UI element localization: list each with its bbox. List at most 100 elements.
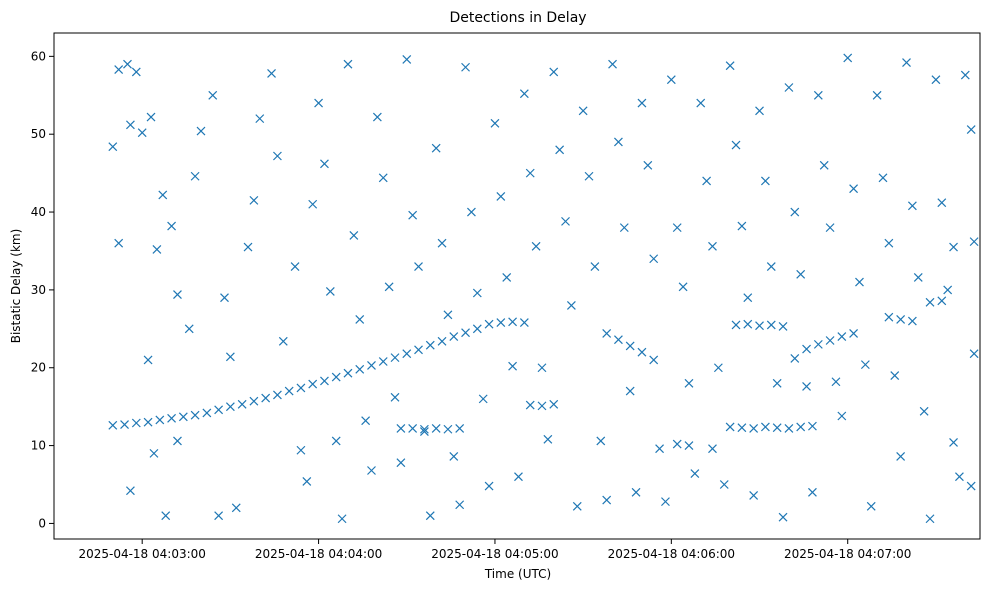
data-point xyxy=(860,360,870,370)
data-point xyxy=(296,445,306,455)
data-point xyxy=(355,315,365,324)
data-point xyxy=(578,106,588,116)
data-point xyxy=(896,452,906,461)
data-point xyxy=(202,408,212,418)
data-point xyxy=(537,363,547,373)
data-point xyxy=(108,142,118,152)
data-point xyxy=(173,436,182,446)
data-point xyxy=(866,501,876,511)
data-point xyxy=(143,355,153,365)
data-point xyxy=(414,262,423,271)
data-point xyxy=(572,501,582,511)
data-point xyxy=(449,452,459,461)
data-point xyxy=(367,466,376,475)
data-point xyxy=(813,339,823,349)
data-point xyxy=(196,126,206,136)
scatter-marks xyxy=(108,53,979,524)
data-point xyxy=(684,441,694,451)
data-point xyxy=(949,438,958,447)
data-point xyxy=(158,190,168,200)
data-point xyxy=(678,282,688,292)
data-point xyxy=(249,396,259,406)
data-point xyxy=(731,320,741,330)
data-point xyxy=(890,371,900,380)
data-point xyxy=(190,410,200,420)
data-point xyxy=(390,392,400,402)
data-point xyxy=(825,336,835,345)
data-point xyxy=(461,62,470,72)
data-point xyxy=(146,112,156,122)
data-point xyxy=(272,390,282,400)
x-tick-label: 2025-04-18 04:07:00 xyxy=(784,547,911,561)
data-point xyxy=(925,514,935,524)
data-point xyxy=(855,277,864,287)
data-point xyxy=(496,192,506,201)
data-point xyxy=(608,59,617,69)
data-point xyxy=(549,399,559,409)
data-point xyxy=(320,159,329,169)
data-point xyxy=(355,364,365,374)
x-tick-label: 2025-04-18 04:04:00 xyxy=(255,547,382,561)
data-point xyxy=(954,472,964,482)
data-point xyxy=(484,319,494,329)
data-point xyxy=(126,486,135,496)
data-point xyxy=(337,514,347,524)
data-point xyxy=(925,297,935,307)
data-point xyxy=(743,293,753,303)
y-axis-label: Bistatic Delay (km) xyxy=(9,229,23,344)
data-point xyxy=(231,503,241,513)
data-point xyxy=(555,145,565,155)
y-tick-label: 30 xyxy=(31,283,46,297)
data-point xyxy=(713,363,723,373)
data-point xyxy=(831,377,841,387)
data-point xyxy=(613,137,623,147)
data-point xyxy=(937,198,947,208)
y-tick-label: 60 xyxy=(31,49,46,63)
data-point xyxy=(672,439,682,449)
data-point xyxy=(772,423,782,433)
data-point xyxy=(708,241,717,251)
data-point xyxy=(123,59,132,69)
data-point xyxy=(802,381,811,391)
data-point xyxy=(602,495,612,505)
data-point xyxy=(149,448,159,458)
data-point xyxy=(349,230,359,240)
data-point xyxy=(566,301,576,310)
data-point xyxy=(284,386,294,396)
data-point xyxy=(708,444,717,454)
data-point xyxy=(525,168,535,178)
data-point xyxy=(760,176,770,186)
data-point xyxy=(649,254,659,264)
data-point xyxy=(343,59,353,69)
data-point xyxy=(778,322,788,331)
data-point xyxy=(696,98,706,108)
data-point xyxy=(561,216,570,226)
data-point xyxy=(637,98,647,108)
data-point xyxy=(619,223,629,233)
data-point xyxy=(190,171,200,181)
data-point xyxy=(584,171,594,181)
data-point xyxy=(784,424,794,433)
data-point xyxy=(237,399,247,409)
plot-frame xyxy=(53,32,981,540)
data-point xyxy=(519,318,529,328)
data-point xyxy=(425,340,435,350)
data-point xyxy=(178,412,188,422)
data-point xyxy=(484,481,494,491)
data-point xyxy=(543,434,553,444)
data-point xyxy=(243,242,253,252)
axes xyxy=(53,32,981,540)
data-point xyxy=(131,418,141,428)
data-point xyxy=(131,67,141,77)
x-axis-ticks: 2025-04-18 04:03:00 2025-04-18 04:04:00 20… xyxy=(78,539,911,561)
data-point xyxy=(308,379,318,389)
data-point xyxy=(314,98,323,108)
data-point xyxy=(137,128,147,138)
data-point xyxy=(666,75,676,85)
data-point xyxy=(225,402,235,412)
data-point xyxy=(419,427,429,436)
data-point xyxy=(549,67,559,77)
data-point xyxy=(478,394,488,404)
data-point xyxy=(602,329,612,338)
y-tick-label: 10 xyxy=(31,439,46,453)
